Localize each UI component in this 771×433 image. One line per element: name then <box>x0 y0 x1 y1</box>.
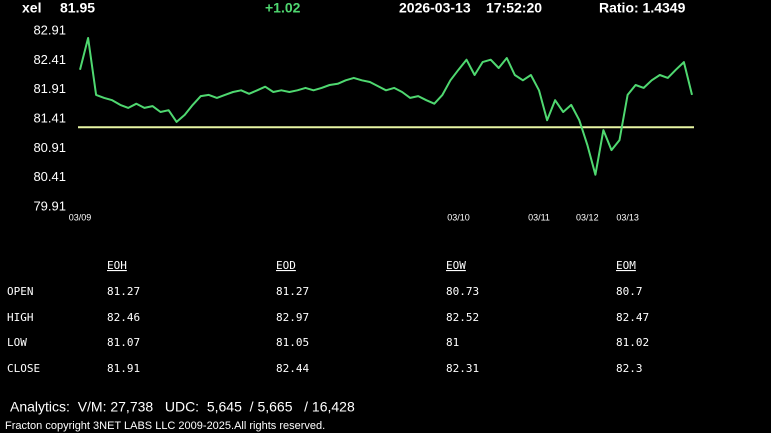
cell: 80.73 <box>446 285 479 298</box>
cell: 81.91 <box>107 362 140 375</box>
price: 81.95 <box>60 0 95 16</box>
copyright: Fracton copyright 3NET LABS LLC 2009-202… <box>5 420 325 432</box>
cell: 82.31 <box>446 362 479 375</box>
date: 2026-03-13 <box>399 0 471 16</box>
y-tick-label: 81.41 <box>33 110 66 125</box>
x-tick-label: 03/09 <box>69 212 92 222</box>
cell: 81.07 <box>107 336 140 349</box>
cell: 82.46 <box>107 311 140 324</box>
cell: 81.05 <box>276 336 309 349</box>
column-header: EOM <box>616 259 636 272</box>
change: +1.02 <box>265 0 301 16</box>
y-tick-label: 82.91 <box>33 22 66 37</box>
cell: 81.27 <box>276 285 309 298</box>
x-tick-label: 03/12 <box>576 212 599 222</box>
cell: 80.7 <box>616 285 643 298</box>
cell: 81.02 <box>616 336 649 349</box>
y-tick-label: 80.41 <box>33 169 66 184</box>
cell: 82.97 <box>276 311 309 324</box>
row-label: HIGH <box>7 311 34 324</box>
row-label: CLOSE <box>7 362 40 375</box>
price-line <box>79 37 693 176</box>
x-tick-label: 03/11 <box>528 212 550 222</box>
cell: 81.27 <box>107 285 140 298</box>
row-label: LOW <box>7 336 27 349</box>
y-tick-label: 81.91 <box>33 81 66 96</box>
y-tick-label: 80.91 <box>33 140 66 155</box>
y-tick-label: 79.91 <box>33 198 66 213</box>
analytics: Analytics: V/M: 27,738 UDC: 5,645 / 5,66… <box>10 399 355 415</box>
symbol: xel <box>22 0 41 16</box>
time: 17:52:20 <box>486 0 542 16</box>
x-tick-label: 03/10 <box>447 212 470 222</box>
cell: 81 <box>446 336 459 349</box>
y-tick-label: 82.41 <box>33 52 66 67</box>
row-label: OPEN <box>7 285 34 298</box>
cell: 82.52 <box>446 311 479 324</box>
cell: 82.3 <box>616 362 643 375</box>
cell: 82.47 <box>616 311 649 324</box>
cell: 82.44 <box>276 362 309 375</box>
ratio: Ratio: 1.4349 <box>599 0 686 16</box>
column-header: EOW <box>446 259 466 272</box>
column-header: EOD <box>276 259 296 272</box>
x-tick-label: 03/13 <box>616 212 639 222</box>
column-header: EOH <box>107 259 127 272</box>
